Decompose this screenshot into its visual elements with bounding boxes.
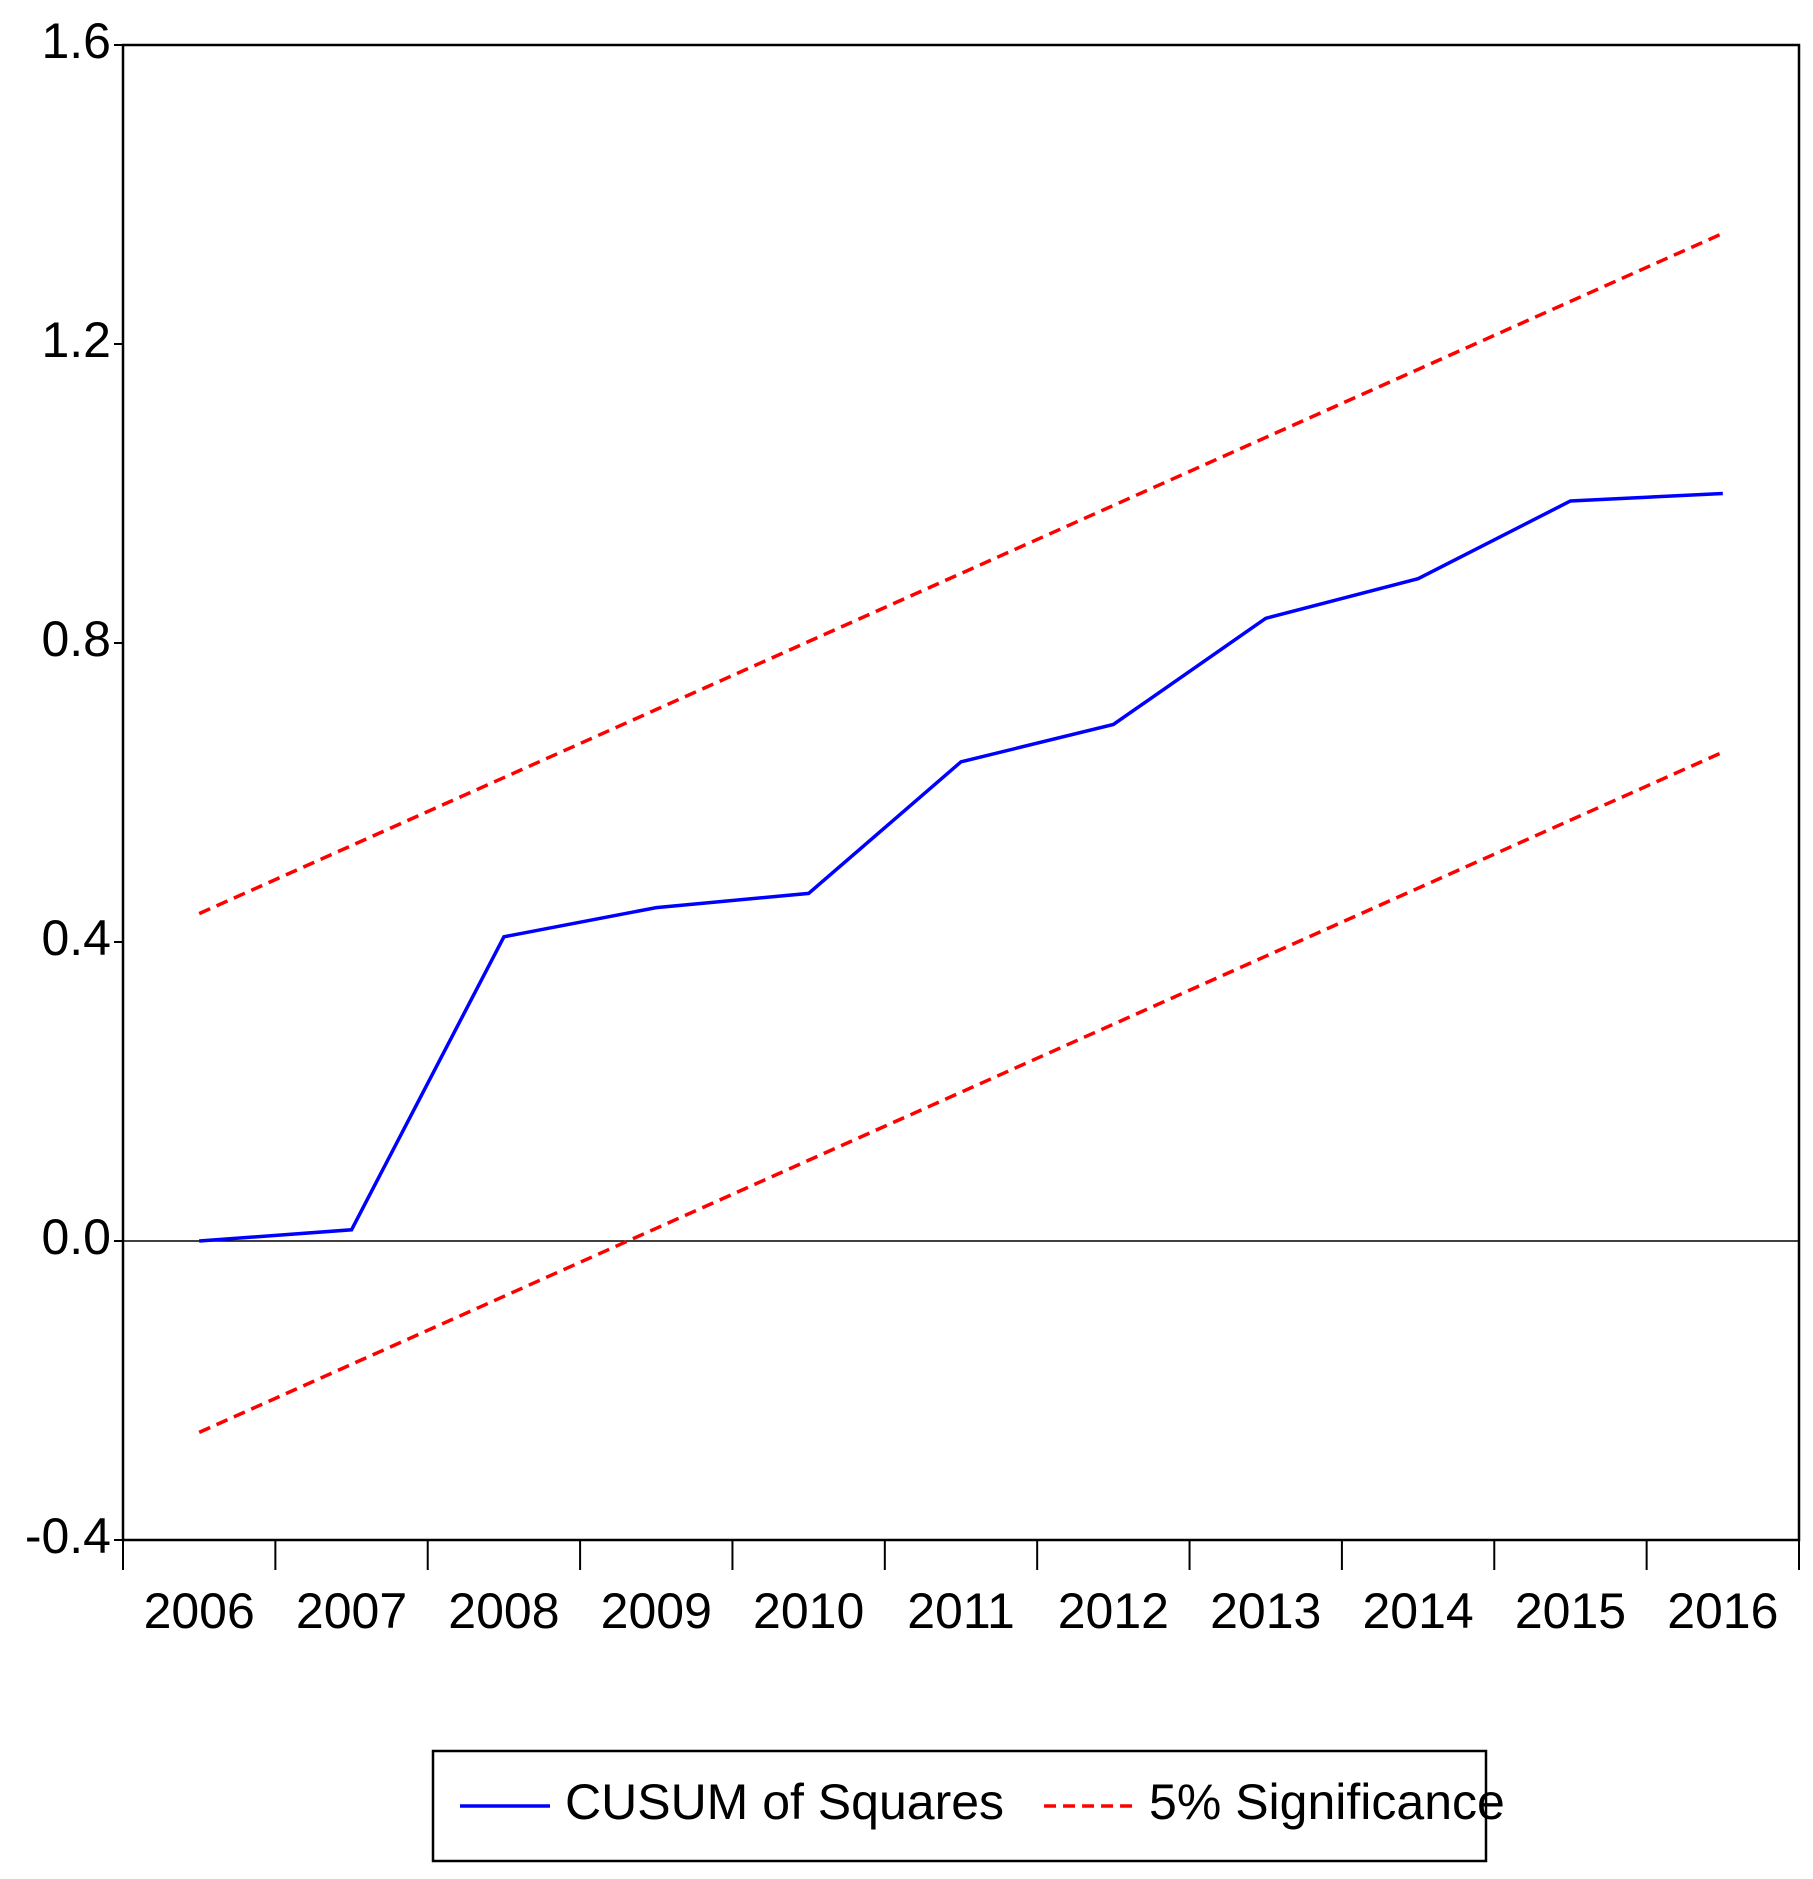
y-tick-label: 1.2 [41, 312, 111, 368]
y-tick-label: 0.4 [41, 910, 111, 966]
y-tick-label: 1.6 [41, 13, 111, 69]
x-tick-label: 2013 [1210, 1583, 1321, 1639]
x-tick-label: 2016 [1667, 1583, 1778, 1639]
series-line [198, 231, 1724, 916]
x-tick-label: 2010 [753, 1583, 864, 1639]
x-tick-label: 2014 [1362, 1583, 1473, 1639]
x-tick-label: 2009 [601, 1583, 712, 1639]
legend-box [431, 1749, 1488, 1863]
series-line [198, 750, 1724, 1434]
x-tick-label: 2006 [144, 1583, 255, 1639]
y-tick-label: -0.4 [25, 1508, 111, 1564]
y-tick-label: 0.0 [41, 1209, 111, 1265]
legend-label: CUSUM of Squares [565, 1774, 1004, 1830]
x-tick-label: 2012 [1058, 1583, 1169, 1639]
x-tick-label: 2008 [448, 1583, 559, 1639]
legend-label: 5% Significance [1149, 1774, 1505, 1830]
series-line [199, 491, 1723, 1243]
y-tick-label: 0.8 [41, 611, 111, 667]
plot-frame [121, 43, 1801, 1542]
x-tick-label: 2011 [907, 1583, 1015, 1639]
x-tick-label: 2015 [1515, 1583, 1626, 1639]
x-tick-label: 2007 [296, 1583, 407, 1639]
